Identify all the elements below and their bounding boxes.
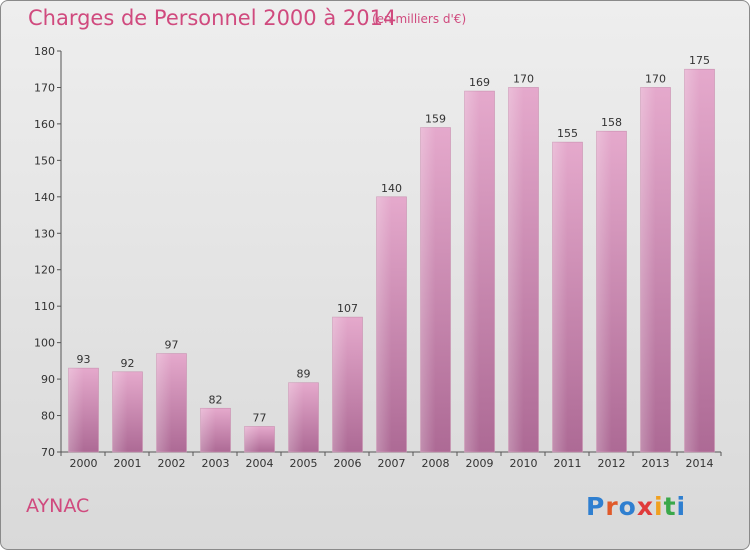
- x-tick-label: 2009: [466, 457, 494, 470]
- bar-group: 77: [244, 411, 275, 453]
- commune-name: AYNAC: [26, 495, 90, 517]
- y-tick-label: 110: [34, 300, 55, 313]
- bar-highlight: [156, 353, 172, 452]
- bar-group: 170: [640, 72, 671, 453]
- bar-group: 158: [596, 116, 627, 453]
- bar-group: 159: [420, 113, 451, 453]
- y-tick-label: 120: [34, 264, 55, 277]
- bar-group: 169: [464, 76, 495, 453]
- y-tick-label: 140: [34, 191, 55, 204]
- x-tick-label: 2001: [114, 457, 142, 470]
- bar-highlight: [552, 142, 568, 453]
- logo-letter: i: [676, 492, 687, 521]
- x-tick-label: 2003: [202, 457, 230, 470]
- data-label: 158: [601, 116, 622, 129]
- x-tick-label: 2011: [554, 457, 582, 470]
- bar-highlight: [596, 131, 612, 452]
- data-label: 97: [165, 339, 179, 352]
- bar-highlight: [684, 69, 700, 453]
- data-label: 82: [209, 393, 223, 406]
- chart-subtitle: (en milliers d'€): [372, 12, 467, 26]
- bar-highlight: [112, 371, 128, 452]
- x-tick-label: 2010: [510, 457, 538, 470]
- data-label: 170: [645, 72, 666, 85]
- x-tick-label: 2000: [70, 457, 98, 470]
- x-tick-label: 2008: [422, 457, 450, 470]
- bar-group: 107: [332, 302, 363, 453]
- x-tick-label: 2006: [334, 457, 362, 470]
- data-label: 175: [689, 54, 710, 67]
- bar-group: 93: [68, 353, 99, 453]
- bar-group: 175: [684, 54, 715, 453]
- data-label: 155: [557, 127, 578, 140]
- bar-highlight: [200, 408, 216, 452]
- bar-group: 97: [156, 339, 187, 453]
- y-tick-label: 90: [41, 373, 55, 386]
- bar-highlight: [508, 87, 524, 453]
- bar-group: 155: [552, 127, 583, 453]
- bar-group: 140: [376, 182, 407, 453]
- y-tick-label: 180: [34, 45, 55, 58]
- data-label: 89: [297, 368, 311, 381]
- data-label: 107: [337, 302, 358, 315]
- x-tick-label: 2007: [378, 457, 406, 470]
- x-tick-label: 2013: [642, 457, 670, 470]
- data-label: 140: [381, 182, 402, 195]
- y-tick-label: 100: [34, 337, 55, 350]
- y-tick-label: 160: [34, 118, 55, 131]
- data-label: 77: [253, 411, 267, 424]
- x-tick-label: 2012: [598, 457, 626, 470]
- x-tick-label: 2014: [686, 457, 714, 470]
- bar-highlight: [640, 87, 656, 453]
- x-tick-label: 2005: [290, 457, 318, 470]
- bar-highlight: [464, 91, 480, 452]
- bar-highlight: [420, 127, 436, 453]
- logo-letter: x: [636, 492, 654, 521]
- logo-letter: r: [605, 492, 619, 521]
- logo-letter: t: [663, 492, 677, 521]
- y-tick-label: 70: [41, 446, 55, 459]
- bar-highlight: [244, 426, 260, 452]
- chart-title: Charges de Personnel 2000 à 2014: [28, 6, 397, 30]
- y-tick-label: 80: [41, 410, 55, 423]
- y-tick-label: 150: [34, 154, 55, 167]
- bar-highlight: [376, 196, 392, 452]
- logo-letter: P: [586, 492, 606, 521]
- bar-highlight: [288, 382, 304, 452]
- x-tick-label: 2002: [158, 457, 186, 470]
- data-label: 159: [425, 113, 446, 126]
- data-label: 169: [469, 76, 490, 89]
- bar-group: 82: [200, 393, 231, 453]
- y-tick-label: 170: [34, 81, 55, 94]
- proxiti-logo: Proxiti: [586, 492, 686, 521]
- bar-highlight: [68, 368, 84, 452]
- x-tick-label: 2004: [246, 457, 274, 470]
- logo-letter: o: [618, 492, 637, 521]
- data-label: 92: [121, 357, 135, 370]
- bar-highlight: [332, 317, 348, 452]
- data-label: 93: [77, 353, 91, 366]
- bar-group: 92: [112, 357, 143, 453]
- logo-letter: i: [654, 492, 664, 521]
- data-label: 170: [513, 72, 534, 85]
- y-tick-label: 130: [34, 227, 55, 240]
- bar-group: 170: [508, 72, 539, 453]
- bar-group: 89: [288, 368, 319, 453]
